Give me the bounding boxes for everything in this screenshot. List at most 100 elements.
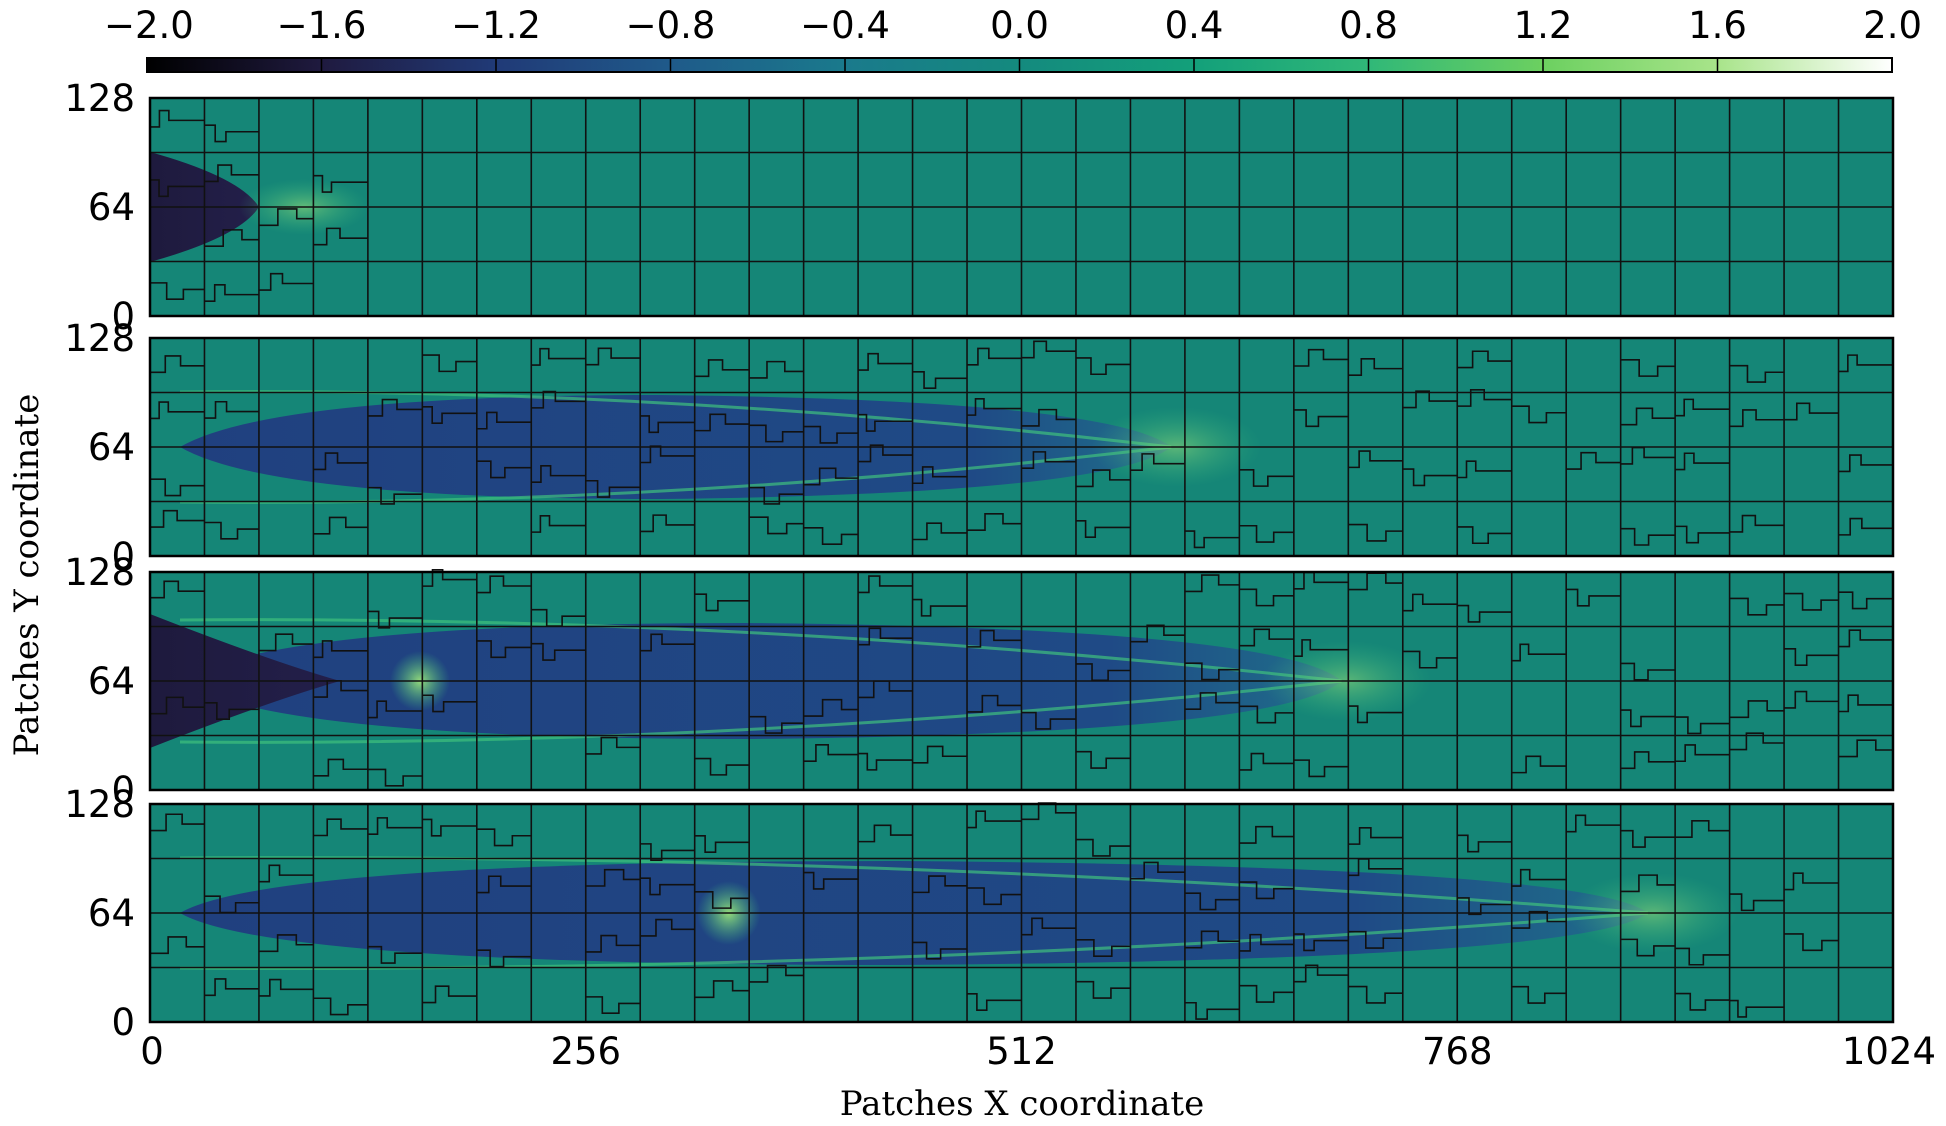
partition-boundary (967, 810, 1022, 829)
x-tick-label: 768 (1422, 1030, 1493, 1073)
partition-boundary (1784, 647, 1839, 666)
partition-boundary (1239, 524, 1294, 543)
partition-boundary (640, 633, 695, 652)
partition-boundary (1511, 985, 1567, 1004)
partition-boundary (476, 411, 532, 430)
partition-boundary (1729, 700, 1785, 719)
partition-boundary (1838, 629, 1893, 648)
partition-boundary (912, 745, 968, 764)
partition-boundary (1675, 744, 1730, 763)
partition-boundary (476, 575, 532, 594)
partition-boundary (1075, 520, 1131, 539)
partition-boundary (313, 516, 368, 535)
partition-boundary (422, 354, 477, 373)
y-tick-label: 128 (64, 551, 135, 594)
partition-boundary (1184, 692, 1240, 711)
partition-boundary (1184, 574, 1240, 593)
partition-boundary (367, 398, 423, 417)
partition-boundary (1239, 752, 1294, 771)
partition-boundary (858, 752, 913, 771)
partition-boundary (422, 818, 477, 837)
partition-boundary (967, 694, 1022, 713)
partition-boundary (1729, 999, 1785, 1018)
partition-boundary (367, 945, 423, 964)
partition-boundary (150, 580, 205, 599)
y-tick-label: 128 (64, 317, 135, 360)
y-tick-label: 128 (64, 783, 135, 826)
partition-boundary (313, 227, 368, 246)
panel-frame (148, 802, 1895, 1024)
partition-boundary (150, 478, 205, 497)
partition-boundary (1021, 408, 1076, 427)
partition-boundary (1457, 350, 1512, 369)
partition-boundary (1838, 454, 1893, 473)
partition-boundary (694, 593, 750, 612)
partition-boundary (749, 516, 804, 535)
partition-boundary (1348, 826, 1403, 845)
colorbar-tick-label: 0.4 (1165, 4, 1224, 47)
partition-boundary (1075, 469, 1131, 488)
partition-boundary (803, 698, 859, 717)
partition-boundary (749, 964, 804, 983)
partition-boundary (476, 875, 532, 894)
partition-boundary (1729, 409, 1785, 428)
partition-boundary (1511, 910, 1567, 929)
partition-boundary (1784, 402, 1839, 421)
partition-boundary (1348, 985, 1403, 1004)
partition-boundary (858, 680, 913, 699)
partition-boundary (313, 758, 368, 777)
partition-boundary (1784, 872, 1839, 891)
partition-boundary (204, 124, 259, 143)
partition-boundary (1184, 662, 1240, 681)
partition-boundary (1130, 624, 1185, 643)
partition-boundary (967, 993, 1022, 1011)
partition-boundary (422, 694, 477, 713)
partition-boundary (694, 413, 750, 432)
partition-boundary (1566, 451, 1621, 470)
partition-boundary (1293, 964, 1349, 983)
partition-boundary (585, 736, 641, 755)
partition-boundary (1784, 933, 1839, 952)
partition-boundary (367, 486, 423, 505)
partition-boundary (1511, 643, 1567, 662)
partition-boundary (803, 743, 859, 762)
partition-boundary (1239, 468, 1294, 487)
partition-boundary (585, 347, 641, 366)
y-tick-label: 0 (111, 1001, 135, 1044)
partition-boundary (912, 941, 968, 960)
colorbar-tick-label: −0.8 (626, 4, 716, 47)
y-tick-label: 64 (88, 660, 135, 703)
partition-boundary (150, 355, 205, 374)
partition-boundary (640, 918, 695, 937)
partition-boundary (150, 509, 205, 528)
partition-boundary (1729, 514, 1785, 533)
partition-boundary (1021, 451, 1076, 470)
partition-boundary (150, 109, 205, 128)
partition-boundary (1348, 930, 1403, 949)
partition-boundary (912, 598, 968, 617)
shock-edge-upper (179, 618, 1342, 683)
partition-boundary (531, 465, 586, 483)
partition-boundary (967, 347, 1022, 366)
partition-boundary (476, 640, 532, 659)
colorbar-tick-label: −2.0 (104, 4, 194, 47)
partition-boundary (1838, 354, 1893, 373)
partition-boundary (1402, 468, 1458, 487)
partition-boundary (150, 401, 205, 420)
partition-boundary (967, 887, 1022, 906)
partition-boundary (640, 514, 695, 533)
partition-boundary (749, 424, 804, 443)
colorbar-tick-label: 2.0 (1863, 4, 1922, 47)
partition-boundary (1729, 732, 1785, 751)
panel-1: 0 64 128 (64, 77, 1895, 338)
partition-boundary (1293, 759, 1349, 778)
partition-boundary (1675, 525, 1730, 544)
partition-boundary (204, 284, 259, 302)
partition-boundary (150, 936, 205, 955)
partition-boundary (1620, 358, 1676, 377)
partition-boundary (1675, 452, 1730, 471)
partition-boundary (1620, 829, 1676, 848)
partition-boundary (585, 934, 641, 953)
x-tick-label: 1024 (1842, 1030, 1936, 1073)
